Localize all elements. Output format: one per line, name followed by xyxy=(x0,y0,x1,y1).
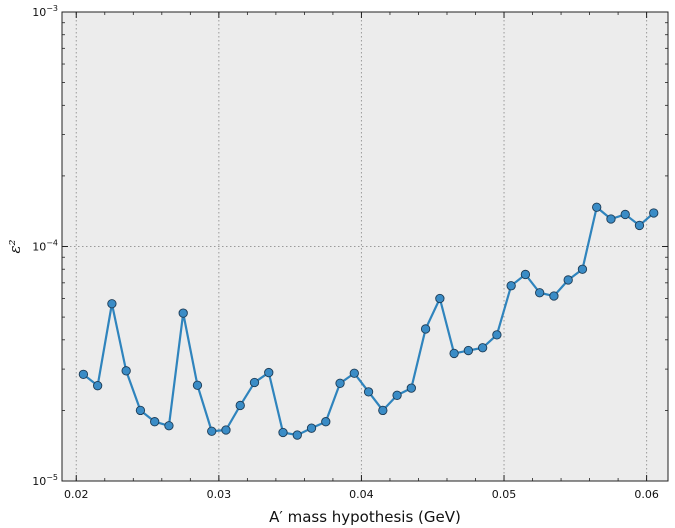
data-point xyxy=(592,202,602,212)
data-point xyxy=(463,345,474,356)
x-tick-label: 0.06 xyxy=(634,488,659,501)
x-tick-label: 0.02 xyxy=(64,488,89,501)
data-point xyxy=(335,378,345,388)
series-layer xyxy=(78,202,659,440)
data-point xyxy=(563,275,573,285)
x-tick-label: 0.05 xyxy=(492,488,517,501)
data-point xyxy=(477,343,488,353)
data-point xyxy=(107,299,117,309)
data-point xyxy=(577,264,588,274)
data-point xyxy=(150,417,160,427)
data-point xyxy=(349,368,359,378)
data-point xyxy=(235,400,245,411)
data-point xyxy=(606,214,616,224)
data-point xyxy=(249,377,260,388)
data-point xyxy=(520,269,531,280)
y-tick-label: 10−5 xyxy=(32,473,58,488)
data-point xyxy=(378,405,388,416)
data-point xyxy=(264,367,274,378)
tick-labels: 0.02 0.03 0.04 0.05 0.06 10−5 10−4 10−3 xyxy=(32,4,668,501)
x-axis-label: A′ mass hypothesis (GeV) xyxy=(269,508,461,526)
data-point xyxy=(449,348,459,359)
y-tick-label: 10−3 xyxy=(32,4,58,19)
data-point xyxy=(121,366,131,376)
data-point xyxy=(649,208,659,218)
data-point xyxy=(135,405,146,416)
y-tick-label: 10−4 xyxy=(32,239,58,254)
data-point xyxy=(178,308,188,318)
data-point xyxy=(192,380,203,390)
data-point xyxy=(620,209,630,220)
y-axis-label: ε² xyxy=(6,239,24,253)
data-point xyxy=(78,369,89,379)
data-point xyxy=(406,383,416,393)
plot-area xyxy=(62,12,668,481)
data-point xyxy=(321,417,331,427)
data-point xyxy=(420,324,431,334)
data-point xyxy=(363,387,374,397)
data-point xyxy=(435,293,445,304)
x-tick-label: 0.04 xyxy=(349,488,374,501)
data-point xyxy=(535,288,545,298)
data-point xyxy=(92,381,103,391)
grid xyxy=(62,12,668,481)
data-point xyxy=(292,430,302,440)
data-point xyxy=(207,426,217,436)
data-point xyxy=(164,421,174,431)
data-point xyxy=(306,423,317,433)
data-point xyxy=(221,425,231,435)
data-point xyxy=(634,220,645,231)
data-point xyxy=(492,330,502,340)
x-tick-label: 0.03 xyxy=(207,488,232,501)
data-point xyxy=(278,427,288,438)
data-point xyxy=(506,281,516,291)
data-point xyxy=(549,291,559,301)
data-point xyxy=(392,390,402,400)
